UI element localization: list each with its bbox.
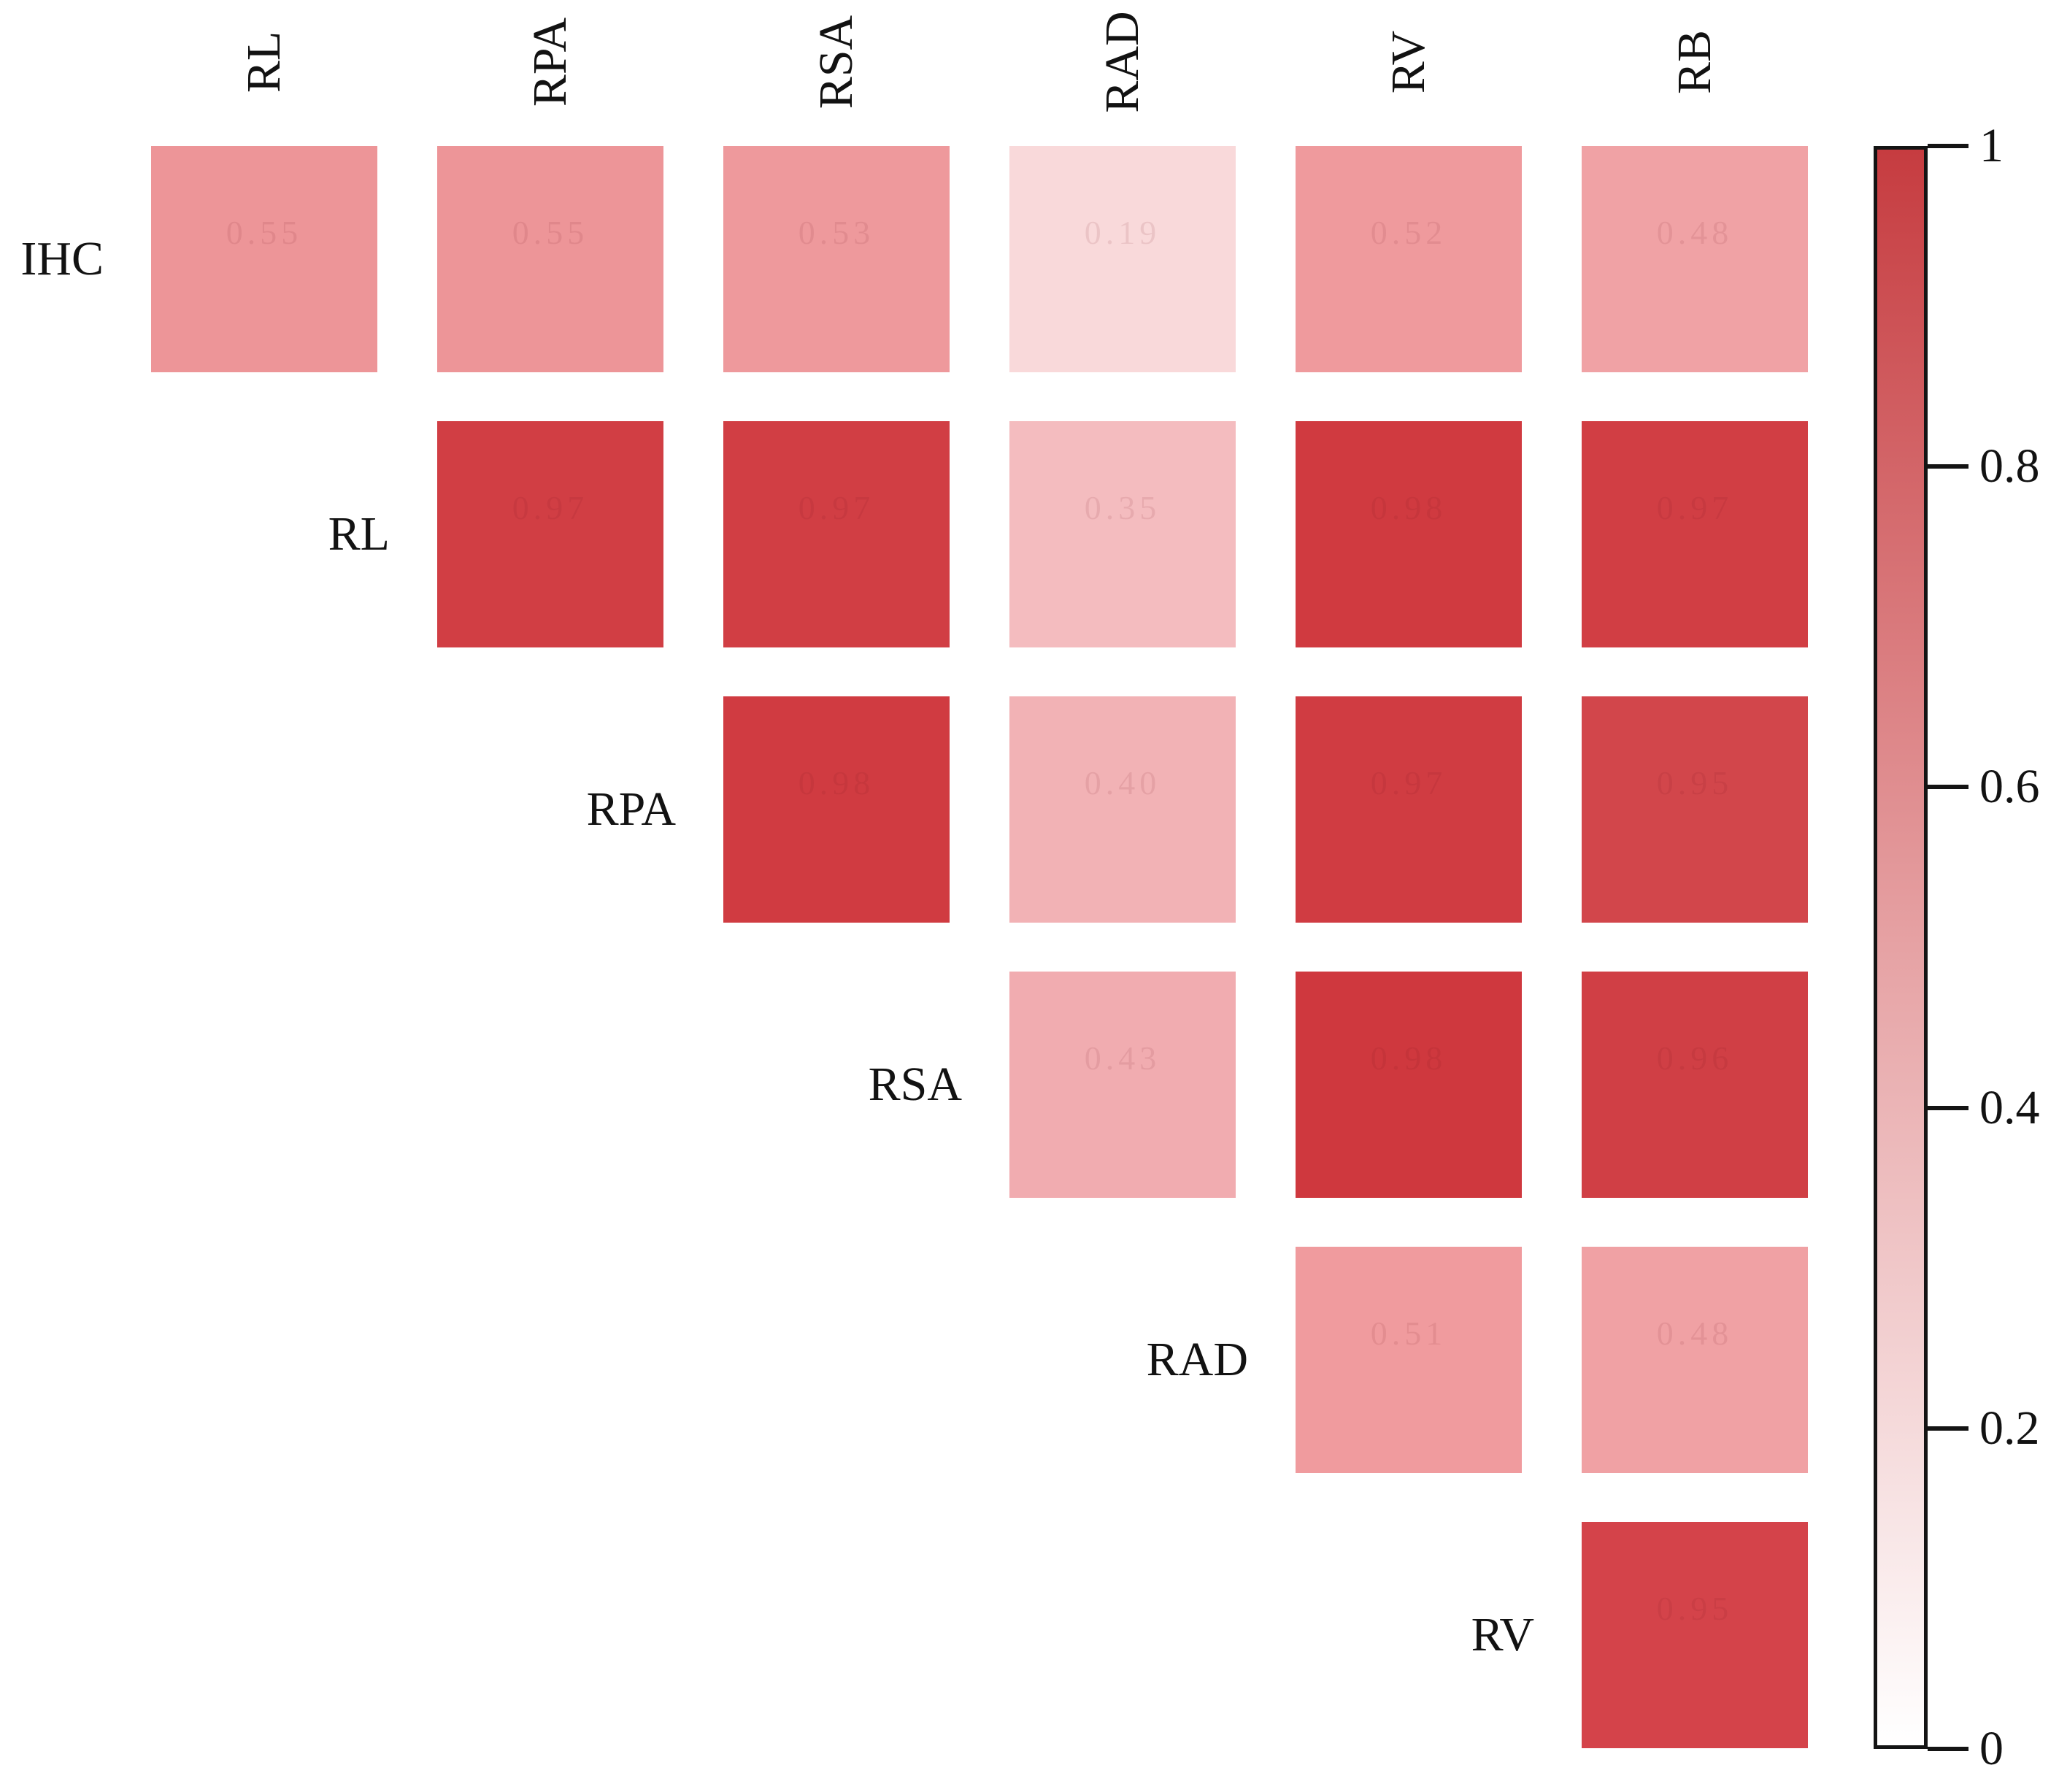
colorbar-tick-label-0.8: 0.8 <box>1979 439 2040 493</box>
colorbar-tick-label-0: 0 <box>1979 1722 2004 1775</box>
colorbar-tick <box>1928 464 1968 469</box>
col-header-rb: RB <box>1668 29 1721 95</box>
colorbar-tick <box>1928 785 1968 790</box>
cell-value-ghost: 0.52 <box>1370 214 1447 251</box>
cell-value-ghost: 0.97 <box>512 489 589 526</box>
cell-value-ghost: 0.97 <box>798 489 875 526</box>
cell-value-ghost: 0.48 <box>1656 214 1733 251</box>
colorbar-tick-label-1: 1 <box>1979 119 2004 172</box>
matrix-cell-rpa-rad: 0.40 <box>1009 696 1236 923</box>
matrix-cell-rl-rb: 0.97 <box>1582 421 1808 647</box>
row-header-rpa: RPA <box>586 782 676 836</box>
colorbar-tick <box>1928 1105 1968 1110</box>
cell-value-ghost: 0.95 <box>1656 1590 1733 1627</box>
col-header-rsa: RSA <box>809 15 863 109</box>
cell-value-ghost: 0.55 <box>226 214 303 251</box>
cell-value-ghost: 0.48 <box>1656 1315 1733 1352</box>
colorbar-gradient <box>1874 146 1928 1749</box>
matrix-cell-rsa-rb: 0.96 <box>1582 972 1808 1198</box>
col-header-rl: RL <box>237 31 290 93</box>
matrix-cell-rpa-rv: 0.97 <box>1296 696 1522 923</box>
cell-value-ghost: 0.98 <box>798 764 875 801</box>
cell-value-ghost: 0.98 <box>1370 489 1447 526</box>
cell-value-ghost: 0.53 <box>798 214 875 251</box>
matrix-cell-rad-rb: 0.48 <box>1582 1247 1808 1473</box>
matrix-cell-rv-rb: 0.95 <box>1582 1522 1808 1748</box>
matrix-cell-rsa-rad: 0.43 <box>1009 972 1236 1198</box>
cell-value-ghost: 0.97 <box>1656 489 1733 526</box>
cell-value-ghost: 0.19 <box>1084 214 1161 251</box>
row-header-ihc: IHC <box>20 232 104 285</box>
col-header-rad: RAD <box>1096 11 1149 113</box>
cell-value-ghost: 0.55 <box>512 214 589 251</box>
matrix-cell-ihc-rl: 0.55 <box>151 146 377 372</box>
col-header-rv: RV <box>1382 30 1435 94</box>
colorbar-tick-label-0.6: 0.6 <box>1979 760 2040 814</box>
cell-value-ghost: 0.51 <box>1370 1315 1447 1352</box>
cell-value-ghost: 0.95 <box>1656 764 1733 801</box>
row-header-rad: RAD <box>1146 1333 1248 1386</box>
matrix-cell-ihc-rpa: 0.55 <box>437 146 663 372</box>
colorbar-tick <box>1928 144 1968 148</box>
colorbar-tick-label-0.4: 0.4 <box>1979 1080 2040 1134</box>
colorbar-tick-label-0.2: 0.2 <box>1979 1401 2040 1455</box>
cell-value-ghost: 0.97 <box>1370 764 1447 801</box>
matrix-cell-ihc-rv: 0.52 <box>1296 146 1522 372</box>
matrix-cell-rad-rv: 0.51 <box>1296 1247 1522 1473</box>
colorbar-tick <box>1928 1747 1968 1751</box>
matrix-cell-rpa-rb: 0.95 <box>1582 696 1808 923</box>
cell-value-ghost: 0.40 <box>1084 764 1161 801</box>
cell-value-ghost: 0.43 <box>1084 1039 1161 1077</box>
col-header-rpa: RPA <box>523 17 577 107</box>
cell-value-ghost: 0.96 <box>1656 1039 1733 1077</box>
row-header-rv: RV <box>1471 1608 1534 1661</box>
matrix-cell-ihc-rsa: 0.53 <box>723 146 950 372</box>
matrix-cell-ihc-rad: 0.19 <box>1009 146 1236 372</box>
cell-value-ghost: 0.35 <box>1084 489 1161 526</box>
matrix-cell-rl-rv: 0.98 <box>1296 421 1522 647</box>
colorbar-tick <box>1928 1426 1968 1431</box>
matrix-cell-rpa-rsa: 0.98 <box>723 696 950 923</box>
row-header-rl: RL <box>328 507 390 561</box>
row-header-rsa: RSA <box>868 1058 962 1111</box>
matrix-cell-rsa-rv: 0.98 <box>1296 972 1522 1198</box>
matrix-cell-rl-rad: 0.35 <box>1009 421 1236 647</box>
matrix-cell-ihc-rb: 0.48 <box>1582 146 1808 372</box>
matrix-cell-rl-rpa: 0.97 <box>437 421 663 647</box>
cell-value-ghost: 0.98 <box>1370 1039 1447 1077</box>
matrix-cell-rl-rsa: 0.97 <box>723 421 950 647</box>
